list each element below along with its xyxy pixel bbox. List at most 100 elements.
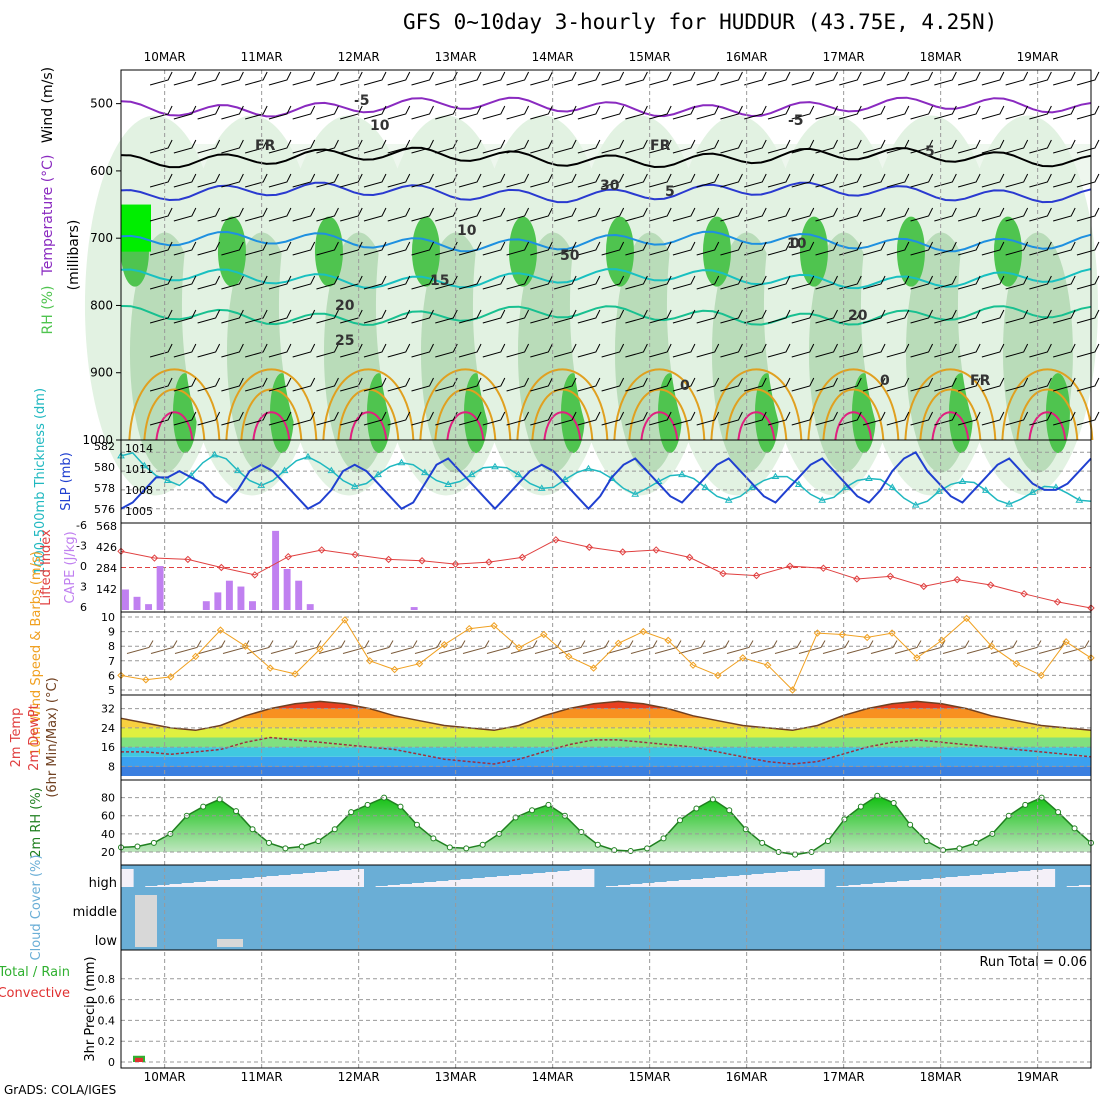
wind-barb [862, 411, 886, 426]
cloud-gap [981, 874, 995, 887]
wind-barb [553, 71, 577, 86]
rh-shade-dark [605, 216, 634, 287]
wind-barb [411, 241, 434, 256]
wind-barb [411, 71, 434, 86]
wind-barb [458, 139, 482, 154]
wind-barb [411, 309, 434, 324]
wind-barb [696, 241, 720, 256]
y-tick-label: 24 [101, 722, 115, 735]
wind-barb [886, 207, 910, 222]
wind-barb [886, 71, 910, 86]
rh-shade-bright [121, 204, 151, 252]
wind-barb [1076, 275, 1100, 290]
thickness-point [163, 476, 172, 483]
wind-barb [553, 343, 577, 358]
wind-barb [601, 343, 625, 358]
y-tick-label: 5 [108, 684, 115, 697]
rh-shade-dark [411, 216, 440, 287]
rh-point [479, 841, 486, 848]
wind-barb [767, 411, 791, 426]
wind-barb [553, 377, 577, 392]
wind-barb [316, 309, 339, 324]
wind-barb [482, 275, 506, 290]
wind-barb [815, 343, 838, 358]
y-tick-label: 6 [80, 601, 87, 614]
wind-barb [316, 411, 339, 426]
rh-point [545, 801, 552, 808]
wind-barb [672, 309, 696, 324]
y-tick-label: 1011 [125, 463, 153, 476]
wind-barb [601, 105, 625, 120]
day-label-bottom: 13MAR [435, 1070, 477, 1084]
wind-barb [910, 207, 934, 222]
wind-barb [1062, 640, 1090, 654]
wind-barb [672, 139, 696, 154]
temp-contour-line [120, 96, 1092, 118]
wind-barb [197, 377, 221, 392]
wind-barb [553, 241, 577, 256]
thickness-point [631, 490, 640, 497]
temp-contour-arch [1028, 411, 1067, 441]
footer-credit: GrADS: COLA/IGES [4, 1083, 117, 1097]
wind-barb [173, 207, 197, 222]
wind-speed-point [838, 630, 846, 639]
temperature-panel: 32 24 16 8 2m Temp 2m DewPt (6hr Min/Max) (°C) [9, 677, 1092, 798]
wind-barb [696, 173, 720, 188]
wind-barb [268, 71, 292, 86]
wind-barb [767, 377, 791, 392]
temp-contour-arch [822, 388, 885, 441]
lifted-index-point [284, 552, 292, 561]
y-tick-label: 32 [101, 703, 115, 716]
temp-contour-arch [531, 388, 594, 441]
cloud-gap [1018, 871, 1031, 887]
wind-barb [292, 139, 316, 154]
wind-barb [221, 309, 244, 324]
wind-barb [720, 241, 743, 256]
wind-barb [340, 207, 363, 222]
wind-barb [649, 309, 672, 324]
wind-barb [910, 71, 934, 86]
slp-thickness-panel: 582 580 578 576 1014 1011 1008 1005 1000-500mb T… [33, 388, 1092, 575]
wind-barb [268, 105, 292, 120]
contour-label: 10 [370, 118, 390, 134]
rh-point [824, 838, 831, 845]
wind-barb [981, 377, 1005, 392]
contour-label: 20 [848, 308, 868, 324]
wind-barb [839, 309, 862, 324]
wind-barb [149, 275, 173, 290]
cloud-gap [921, 879, 934, 887]
wind-barb [910, 411, 934, 426]
lifted-index-point [853, 575, 861, 583]
wind-barb [506, 343, 530, 358]
wind-barb [1076, 411, 1100, 426]
wind-barb [1029, 275, 1052, 290]
wind-barb [625, 173, 648, 188]
rh-point [298, 843, 305, 850]
temp-contour-arch [628, 388, 691, 441]
wind-barb [720, 139, 743, 154]
wind-barb [458, 173, 482, 188]
rh-point [907, 821, 914, 828]
wind-barb [886, 241, 910, 256]
thickness-point [818, 496, 827, 503]
temp-contour-arch [143, 388, 206, 441]
cloud-low-gray [135, 895, 157, 947]
wind-barb [1029, 207, 1052, 222]
rh-point [397, 803, 404, 810]
thickness-point [304, 452, 312, 460]
wind-barb [839, 241, 862, 256]
wind-barb [506, 377, 530, 392]
wind-barb [316, 241, 339, 256]
wind-barb [720, 173, 743, 188]
wind-barb [530, 139, 553, 154]
cloud-gap [884, 882, 898, 887]
cape-bar [133, 596, 141, 610]
wind-barb [678, 640, 706, 654]
day-label-top: 19MAR [1017, 50, 1059, 64]
wind-barb [173, 411, 197, 426]
day-label-bottom: 12MAR [338, 1070, 380, 1084]
wind-speed-point [614, 639, 623, 647]
wind-barb [886, 377, 910, 392]
cape-bar [145, 604, 153, 610]
lifted-index-point [1053, 598, 1062, 606]
